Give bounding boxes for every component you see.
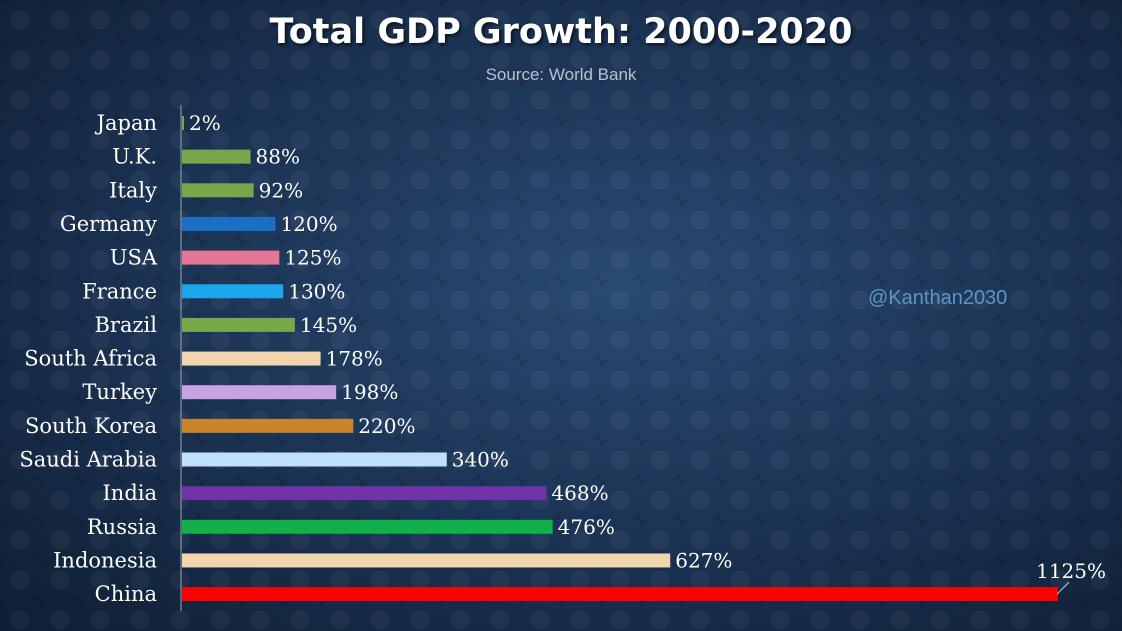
- bar-india: [182, 486, 547, 501]
- category-label: China: [95, 582, 157, 606]
- data-label: 476%: [558, 515, 615, 539]
- data-label: 145%: [300, 313, 357, 337]
- data-label: 120%: [280, 212, 337, 236]
- bar-germany: [182, 216, 276, 231]
- data-label: 88%: [256, 145, 300, 169]
- category-label: France: [82, 279, 157, 303]
- chart-title: Total GDP Growth: 2000-2020: [269, 12, 853, 52]
- data-label: 2%: [189, 111, 221, 135]
- bar-japan: [182, 116, 184, 130]
- data-label: 468%: [551, 481, 608, 505]
- data-label: 220%: [358, 414, 415, 438]
- bar-turkey: [182, 385, 337, 400]
- category-label: USA: [110, 246, 158, 270]
- bar-indonesia: [182, 553, 671, 568]
- watermark-handle: @Kanthan2030: [868, 287, 1008, 309]
- bar-usa: [182, 250, 280, 265]
- bar-france: [182, 284, 284, 299]
- bar-saudi-arabia: [182, 452, 447, 467]
- bar-italy: [182, 183, 254, 198]
- category-label: Indonesia: [53, 548, 157, 572]
- category-label: Russia: [87, 515, 157, 539]
- data-label: 130%: [288, 279, 345, 303]
- category-label: Saudi Arabia: [19, 448, 157, 472]
- bar-brazil: [182, 317, 295, 332]
- category-label: Italy: [109, 178, 157, 202]
- data-label: 340%: [452, 448, 509, 472]
- bar-south-africa: [182, 351, 321, 366]
- bar-china: [182, 587, 1058, 602]
- data-label: 627%: [675, 548, 732, 572]
- data-label: 178%: [326, 347, 383, 371]
- category-label: Brazil: [95, 313, 158, 337]
- category-label: Turkey: [82, 380, 157, 404]
- category-label: Germany: [60, 212, 157, 236]
- bar-russia: [182, 519, 553, 534]
- category-label: South Africa: [24, 347, 157, 371]
- data-label: 92%: [259, 178, 303, 202]
- data-label: 125%: [284, 246, 341, 270]
- category-label: U.K.: [112, 145, 157, 169]
- data-label: 1125%: [1036, 559, 1106, 583]
- data-label-leader-line: [1056, 581, 1070, 595]
- category-label: India: [103, 481, 158, 505]
- chart-subtitle: Source: World Bank: [485, 65, 637, 84]
- category-label: South Korea: [25, 414, 157, 438]
- bar-u-k: [182, 149, 251, 164]
- bar-south-korea: [182, 418, 354, 433]
- category-label: Japan: [95, 111, 157, 135]
- data-label: 198%: [341, 380, 398, 404]
